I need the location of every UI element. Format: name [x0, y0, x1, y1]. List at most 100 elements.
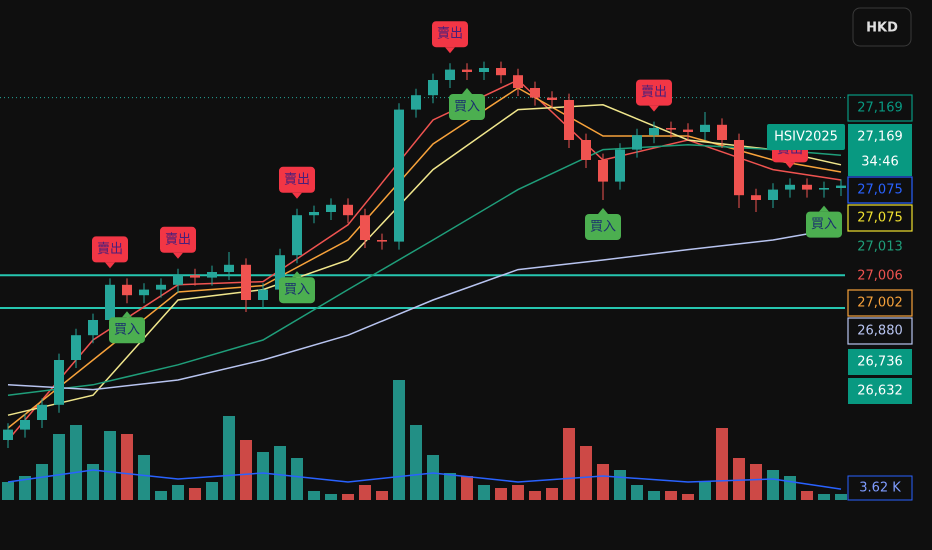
volume-bar: [104, 431, 116, 500]
price-tag-label: 26,632: [857, 384, 903, 399]
sell-signal: [432, 21, 468, 48]
sell-signal: [636, 79, 672, 106]
volume-bar: [189, 488, 201, 500]
volume-bar: [784, 476, 796, 500]
price-tag-label: 27,002: [857, 296, 903, 311]
volume-bar: [155, 491, 167, 500]
volume-bar: [767, 470, 779, 500]
price-tag-label: 26,736: [857, 355, 903, 370]
candle-body: [292, 215, 302, 256]
signal-label: 買入: [454, 100, 480, 115]
candle-body: [411, 95, 421, 110]
candle-body: [207, 272, 217, 278]
signal-pointer: [292, 271, 302, 278]
price-tag-label: 27,075: [857, 211, 903, 226]
candle-body: [173, 275, 183, 285]
volume-ma: [7, 469, 842, 490]
price-tag: [848, 263, 912, 289]
signal-pointer: [105, 262, 115, 269]
candle-body: [309, 212, 319, 216]
sell-signal: [92, 236, 128, 263]
candle-body: [615, 149, 625, 182]
candle-body: [530, 88, 540, 98]
volume-bar: [223, 416, 235, 500]
volume-bar: [478, 485, 490, 500]
volume-bar: [138, 455, 150, 500]
volume-bar: [172, 485, 184, 500]
volume-bar: [495, 488, 507, 500]
candle-body: [139, 289, 149, 296]
signal-pointer: [292, 192, 302, 199]
candle-body: [20, 420, 30, 430]
volume-bar: [274, 446, 286, 500]
volume-bar: [2, 482, 14, 500]
buy-signal: [279, 277, 315, 304]
price-tag: [847, 94, 913, 122]
candle-body: [394, 109, 404, 242]
volume-bar: [410, 425, 422, 500]
price-tag: [847, 317, 913, 345]
volume-bar: [36, 464, 48, 500]
sell-signal: [279, 166, 315, 193]
signal-pointer: [445, 47, 455, 54]
volume-bar: [359, 485, 371, 500]
buy-signal: [449, 94, 485, 120]
volume-bar: [444, 473, 456, 500]
volume-bar: [631, 485, 643, 500]
candle-body: [547, 97, 557, 100]
candle-body: [343, 204, 353, 216]
signal-pointer: [598, 208, 608, 214]
currency-label: HKD: [866, 21, 898, 36]
candle-body: [360, 215, 370, 240]
volume-bar: [206, 482, 218, 500]
candle-body: [734, 140, 744, 196]
buy-signal: [109, 317, 145, 344]
volume-bar: [614, 470, 626, 500]
candle-body: [683, 129, 693, 132]
signal-label: 賣出: [97, 242, 123, 257]
volume-bar: [597, 464, 609, 500]
signal-label: 買入: [114, 323, 140, 338]
volume-bar: [512, 485, 524, 500]
candle-body: [190, 275, 200, 278]
volume-bar: [699, 482, 711, 500]
candle-body: [224, 264, 234, 272]
volume-bar: [665, 491, 677, 500]
candle-body: [479, 68, 489, 72]
price-tag-label: 27,075: [857, 183, 903, 198]
candle-body: [71, 335, 81, 360]
candle-body: [632, 135, 642, 150]
candle-body: [496, 68, 506, 76]
candle-body: [275, 255, 285, 290]
volume-bar: [563, 428, 575, 500]
volume-tag: [847, 475, 913, 501]
signal-pointer: [122, 311, 132, 318]
price-tag-label: 27,013: [857, 240, 903, 255]
candle-body: [513, 75, 523, 88]
volume-bar: [580, 446, 592, 500]
signal-label: 買入: [590, 220, 616, 235]
price-tag: [847, 176, 913, 204]
volume-bar: [121, 434, 133, 500]
candle-body: [785, 184, 795, 190]
signal-label: 賣出: [284, 172, 310, 187]
volume-bar: [750, 464, 762, 500]
signal-pointer: [819, 205, 829, 212]
price-tag: [847, 204, 913, 232]
candle-body: [3, 429, 13, 440]
signal-label: 買入: [284, 283, 310, 298]
candle-body: [581, 140, 591, 160]
price-tag: [847, 289, 913, 317]
volume-tag-label: 3.62 K: [859, 481, 901, 496]
volume-bar: [682, 494, 694, 500]
price-tag-label: 27,169: [857, 130, 903, 145]
sell-signal: [160, 226, 196, 253]
buy-signal: [806, 211, 842, 238]
volume-bar: [325, 494, 337, 500]
volume-bar: [835, 494, 847, 500]
currency-button[interactable]: [852, 7, 912, 47]
volume-bar: [529, 491, 541, 500]
candle-body: [156, 284, 166, 290]
moving-average: [7, 79, 842, 441]
